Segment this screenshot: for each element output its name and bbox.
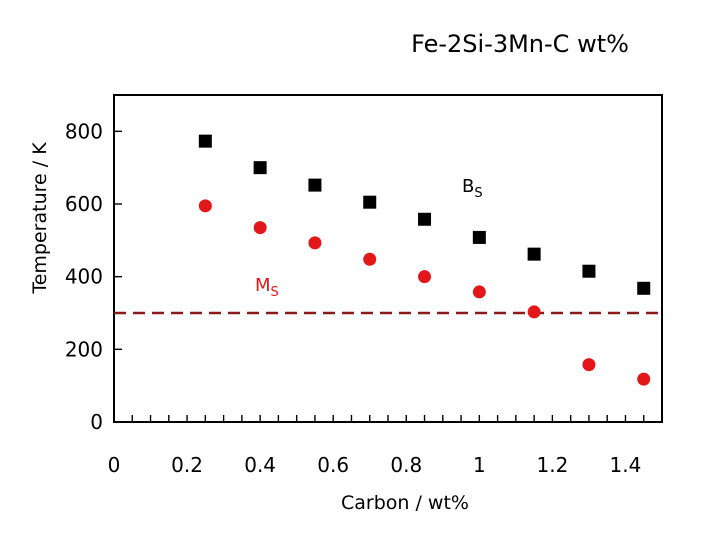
ms-series-points (198, 199, 651, 386)
ms-series-label-main: M (255, 275, 271, 296)
x-minor-ticks (113, 415, 663, 422)
y-tick-label: 0 (90, 410, 103, 434)
x-axis-label: Carbon / wt% (341, 492, 469, 514)
x-tick-label: 1 (473, 453, 486, 477)
ms-series-label-sub: S (271, 285, 279, 300)
bs-series-label-sub: S (474, 186, 482, 201)
chart-title: Fe-2Si-3Mn-C wt% (411, 30, 629, 58)
y-tick-label: 400 (65, 265, 103, 289)
bs-series-label-main: B (462, 176, 474, 197)
plot-frame-border (113, 94, 663, 423)
x-tick-label: 1.2 (536, 453, 568, 477)
plot-frame (113, 94, 663, 423)
x-tick-label: 1.4 (610, 453, 642, 477)
x-tick-label: 0 (108, 453, 121, 477)
ms-point (527, 305, 541, 319)
bs-series-label: BS (462, 176, 483, 201)
x-tick-label: 0.4 (244, 453, 276, 477)
ms-point (582, 358, 596, 372)
x-tick-labels: 0 0.2 0.4 0.6 0.8 1 1.2 1.4 (108, 453, 642, 477)
y-axis-label: Temperature / K (29, 142, 51, 295)
y-tick-label: 600 (65, 192, 103, 216)
ms-point (363, 252, 377, 266)
y-tick-labels: 0 200 400 600 800 (65, 119, 103, 434)
bs-point (637, 281, 651, 295)
y-ticks (114, 130, 122, 423)
bs-point (582, 264, 596, 278)
x-tick-label: 0.8 (390, 453, 422, 477)
bs-point (418, 212, 432, 226)
bs-series-points (198, 134, 651, 295)
y-tick-label: 200 (65, 337, 103, 361)
x-tick-label: 0.2 (171, 453, 203, 477)
bs-point (472, 230, 486, 244)
bs-point (363, 195, 377, 209)
ms-point (418, 270, 432, 284)
ms-series-label: MS (255, 275, 279, 300)
ms-point (253, 221, 267, 235)
y-tick-label: 800 (65, 119, 103, 143)
ms-point (198, 199, 212, 213)
ms-point (308, 236, 322, 250)
bs-point (527, 247, 541, 261)
bs-point (198, 134, 212, 148)
bs-point (253, 161, 267, 175)
bs-point (308, 178, 322, 192)
x-tick-label: 0.6 (317, 453, 349, 477)
ms-point (472, 285, 486, 299)
ms-point (637, 372, 651, 386)
